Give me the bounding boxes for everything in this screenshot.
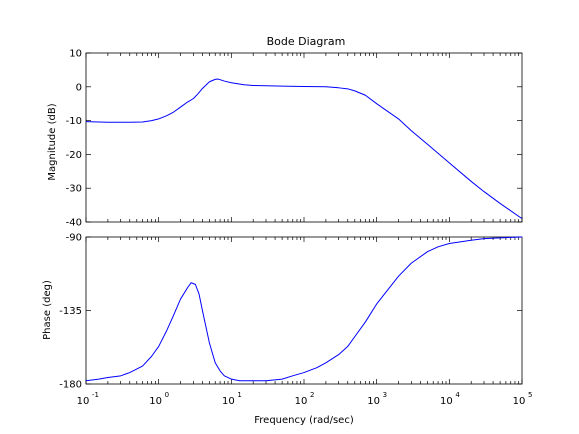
frequency-axis-label: Frequency (rad/sec): [254, 415, 354, 426]
magnitude-y-tick-label: -40: [66, 218, 82, 229]
x-tick-label: 10: [367, 396, 380, 407]
magnitude-plot: 10 0 -10 -20 -30 -40: [66, 49, 523, 229]
x-tick-label-exponent: 0: [165, 391, 169, 399]
magnitude-plot-frame: [85, 52, 523, 223]
x-tick-label: 10: [222, 396, 235, 407]
x-tick-label-exponent: 3: [383, 391, 387, 399]
x-tick-label-exponent: 4: [455, 391, 460, 399]
magnitude-y-tick-label: 10: [69, 49, 82, 60]
x-tick-label: 10: [149, 396, 162, 407]
phase-y-tick-label: -135: [59, 306, 82, 317]
x-tick-label: 10: [440, 396, 453, 407]
magnitude-y-tick-label: -30: [66, 184, 82, 195]
x-tick-label: 10: [295, 396, 308, 407]
magnitude-y-tick-label: -20: [66, 150, 82, 161]
x-tick-label: 10: [513, 396, 526, 407]
phase-series-line: [85, 236, 523, 382]
x-tick-label-exponent: 1: [237, 391, 241, 399]
x-tick-label-exponent: 2: [310, 391, 314, 399]
chart-title: Bode Diagram: [267, 35, 346, 48]
phase-y-tick-label: -90: [66, 233, 82, 244]
phase-plot-frame: [85, 236, 523, 385]
x-tick-label-exponent: 5: [528, 391, 532, 399]
magnitude-y-tick-label: -10: [66, 116, 82, 127]
magnitude-y-tick-label: 0: [76, 82, 82, 93]
magnitude-series-line: [85, 78, 523, 220]
phase-y-tick-label: -180: [59, 380, 82, 391]
x-tick-label: 10: [77, 396, 90, 407]
x-tick-label-exponent: -1: [92, 391, 99, 399]
phase-axis-label: Phase (deg): [42, 280, 53, 340]
magnitude-axis-label: Magnitude (dB): [47, 103, 58, 180]
